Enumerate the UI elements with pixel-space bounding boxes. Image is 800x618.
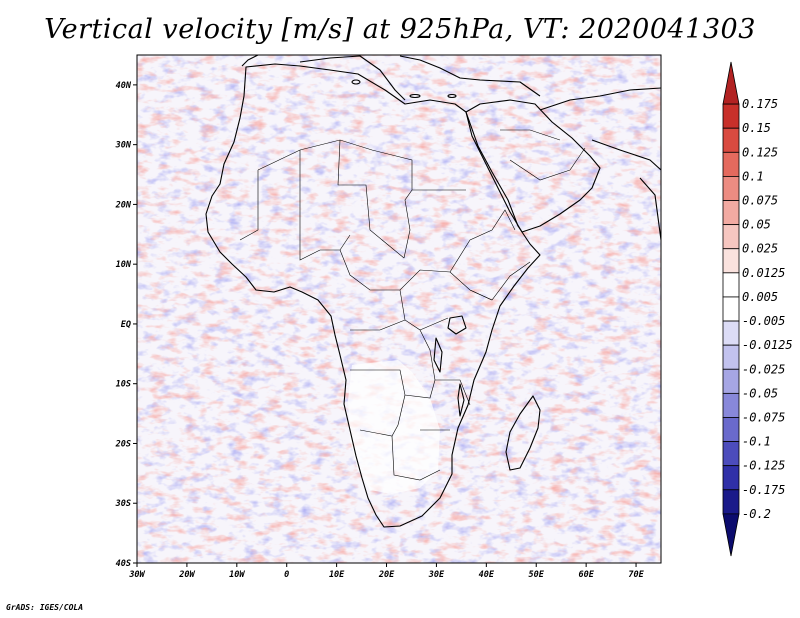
arabia-coastline	[465, 99, 601, 233]
lat-tick-label: 10N	[116, 260, 132, 270]
lat-tick-label: 30S	[115, 499, 131, 509]
lat-tick-label: 20S	[115, 439, 131, 449]
island-cyprus	[447, 93, 457, 99]
colorbar-level-label: 0.175	[742, 97, 778, 111]
colorbar-box	[722, 417, 740, 442]
colorbar-level-label: -0.05	[742, 386, 778, 400]
asia-coastline	[539, 87, 661, 241]
colorbar-box	[722, 441, 740, 467]
coastlines	[205, 55, 661, 528]
colorbar-level-label: 0.0125	[742, 266, 785, 280]
longitude-axis: 30W 20W 10W 0 10E 20E 30E 40E 50E 60E 70E	[128, 563, 645, 580]
europe-coastline	[241, 55, 541, 101]
lon-tick-label: 30E	[428, 570, 445, 580]
country-borders	[239, 129, 586, 481]
lon-tick-label: 30W	[128, 570, 145, 580]
colorbar-box	[722, 489, 740, 515]
calm-interior-region	[348, 360, 440, 494]
latitude-axis: 40N 30N 20N 10N EQ 10S 20S 30S 40S	[115, 81, 137, 569]
lat-tick-label: 20N	[115, 200, 132, 210]
colorbar-level-label: -0.1	[742, 435, 771, 449]
colorbar-box	[722, 465, 740, 491]
plot-frame	[136, 54, 662, 564]
colorbar-arrow-top	[722, 61, 740, 105]
colorbar-box	[722, 368, 740, 394]
island-crete	[409, 93, 421, 99]
colorbar-level-label: -0.025	[742, 362, 785, 376]
lat-tick-label: 40N	[116, 81, 132, 91]
lon-tick-label: 20E	[378, 570, 395, 580]
lat-tick-label: 40S	[116, 559, 131, 569]
colorbar-box	[722, 176, 740, 201]
colorbar-level-label: 0.05	[742, 218, 771, 232]
lon-tick-label: 40E	[479, 570, 495, 580]
colorbar-box	[722, 151, 740, 177]
colorbar-box	[722, 320, 740, 346]
colorbar-level-label: 0.025	[742, 242, 778, 256]
colorbar-level-label: 0.075	[742, 194, 778, 208]
lon-tick-label: 50E	[529, 570, 545, 580]
lat-tick-label: 10S	[116, 380, 131, 390]
colorbar-level-label: -0.075	[742, 410, 785, 424]
lake-tanganyika	[433, 337, 443, 373]
lon-tick-label: 60E	[578, 570, 594, 580]
colorbar-level-label: 0.1	[742, 169, 764, 183]
colorbar-box	[722, 272, 740, 298]
africa-coastline	[205, 63, 541, 528]
lat-tick-label: 30N	[115, 141, 132, 151]
colorbar-box	[722, 200, 740, 226]
colorbar-level-label: 0.005	[742, 290, 778, 304]
colorbar: 0.175 0.15 0.125 0.1 0.075 0.05 0.025 0.0125 0.0…	[722, 61, 793, 557]
colorbar-level-label: -0.2	[742, 507, 771, 521]
island-sicily	[351, 79, 361, 85]
colorbar-arrow-bottom	[722, 513, 740, 557]
colorbar-box	[722, 248, 740, 274]
colorbar-level-label: -0.175	[742, 483, 785, 497]
colorbar-level-label: 0.125	[742, 145, 778, 159]
lake-malawi	[457, 383, 465, 417]
lon-tick-label: 0	[284, 570, 289, 580]
colorbar-box	[722, 224, 740, 250]
colorbar-box	[722, 392, 740, 418]
colorbar-box	[722, 103, 740, 129]
colorbar-box	[722, 344, 740, 370]
colorbar-level-label: -0.0125	[742, 338, 793, 352]
colorbar-box	[722, 127, 740, 153]
lon-tick-label: 20W	[178, 570, 195, 580]
lon-tick-label: 70E	[628, 570, 644, 580]
lat-tick-label: EQ	[121, 320, 131, 330]
velocity-field	[137, 55, 661, 563]
lon-tick-label: 10W	[229, 570, 245, 580]
map-title: Vertical velocity [m/s] at 925hPa, VT: 2…	[44, 14, 756, 45]
lon-tick-label: 10E	[329, 570, 345, 580]
grads-credit: GrADS: IGES/COLA	[6, 603, 84, 612]
colorbar-level-label: -0.125	[742, 459, 785, 473]
madagascar-coastline	[505, 395, 541, 471]
colorbar-box	[722, 296, 740, 322]
lake-victoria	[447, 315, 467, 335]
colorbar-level-label: 0.15	[742, 121, 771, 135]
colorbar-level-label: -0.005	[742, 314, 785, 328]
